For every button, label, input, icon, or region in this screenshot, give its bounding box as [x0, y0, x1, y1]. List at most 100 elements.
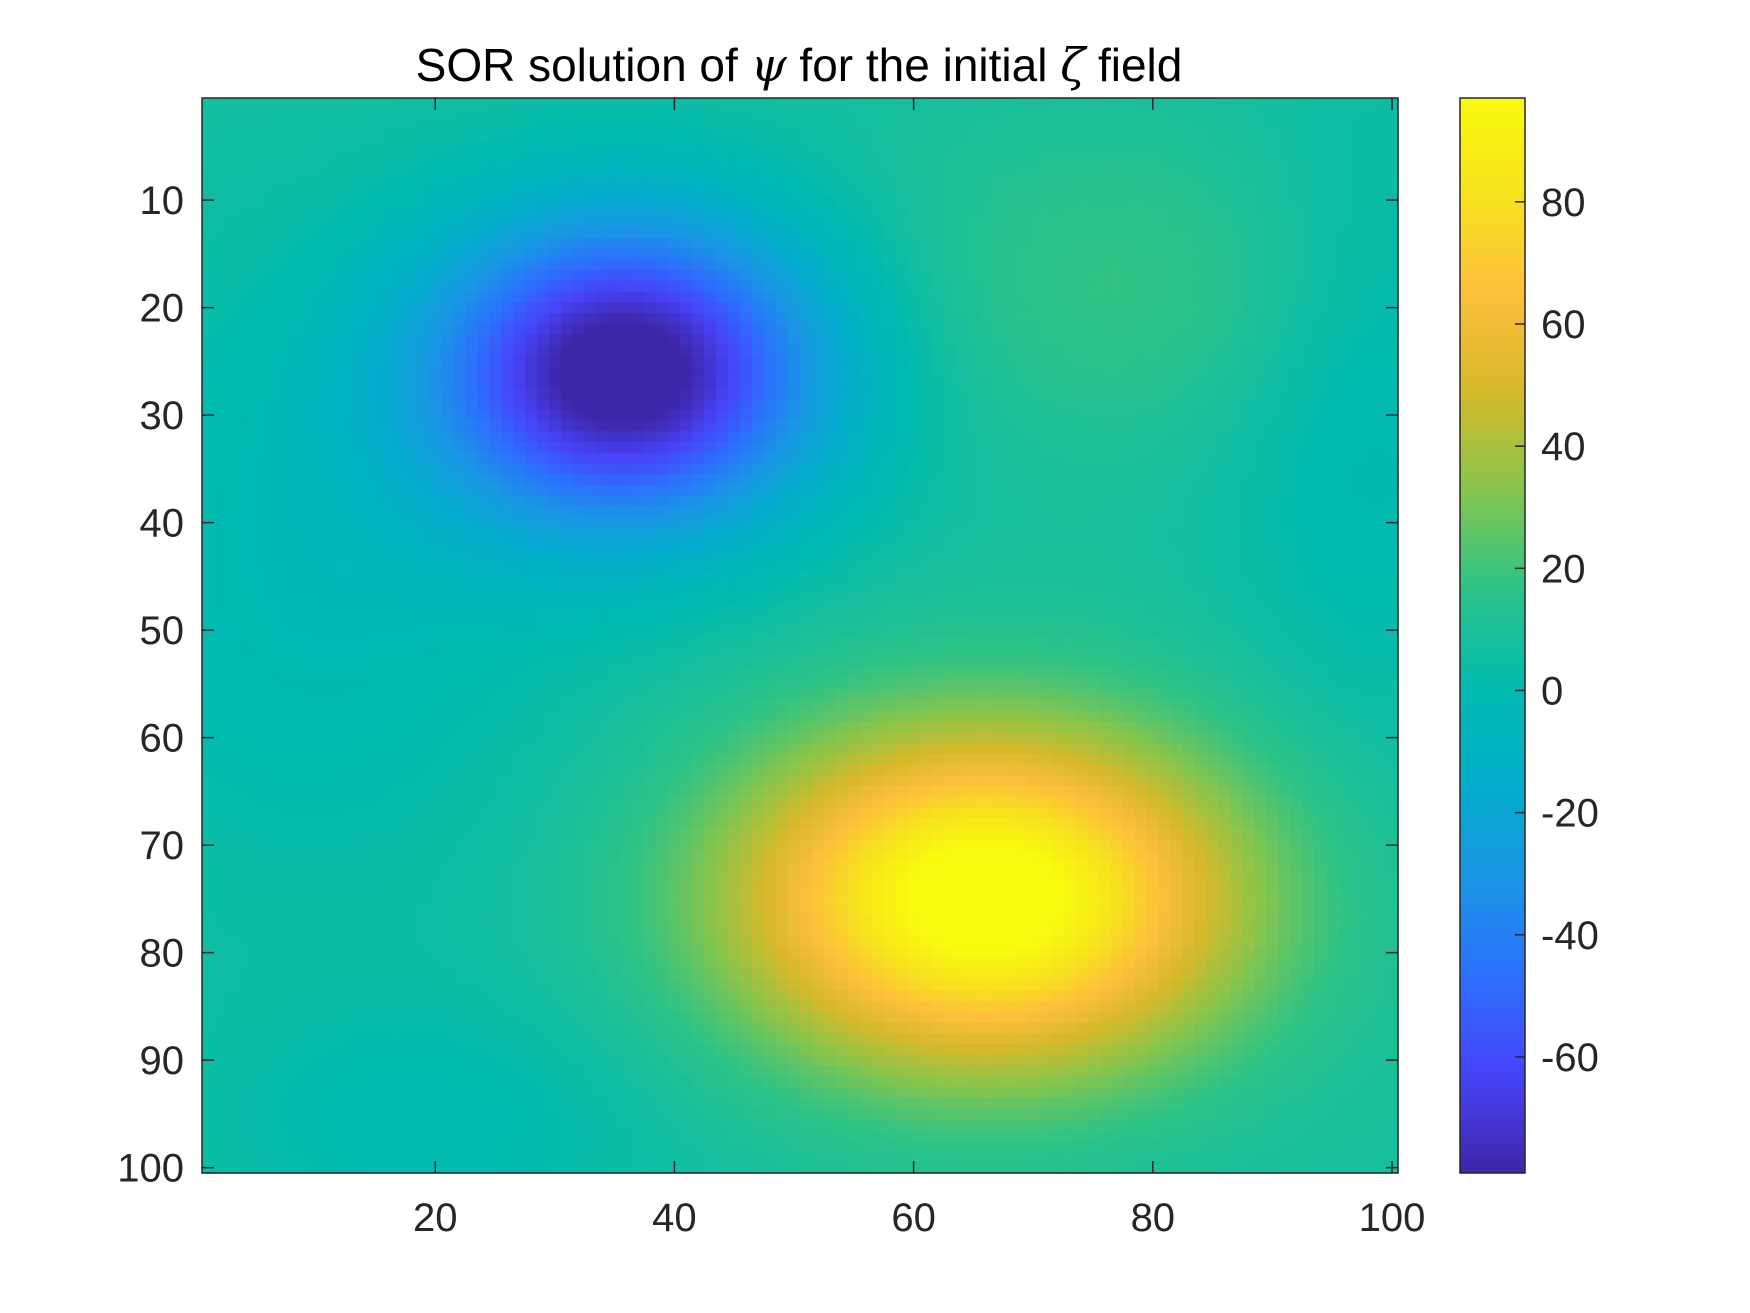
- heatmap-cell: [1290, 506, 1303, 518]
- heatmap-cell: [811, 194, 825, 207]
- heatmap-cell: [776, 463, 789, 475]
- heatmap-cell: [477, 538, 490, 551]
- heatmap-cell: [441, 463, 454, 475]
- heatmap-cell: [1350, 334, 1363, 346]
- heatmap-cell: [309, 130, 323, 142]
- heatmap-cell: [1326, 108, 1339, 121]
- heatmap-cell: [811, 356, 825, 368]
- heatmap-cell: [333, 259, 347, 271]
- heatmap-cell: [1146, 313, 1160, 325]
- heatmap-cell: [1290, 356, 1303, 368]
- heatmap-cell: [393, 119, 406, 131]
- heatmap-cell: [1278, 291, 1291, 303]
- heatmap-cell: [237, 98, 251, 110]
- heatmap-cell: [489, 592, 502, 604]
- heatmap-cell: [1146, 474, 1160, 486]
- heatmap-cell: [1039, 205, 1052, 217]
- heatmap-cell: [489, 538, 502, 551]
- heatmap-cell: [955, 173, 969, 185]
- heatmap-cell: [1326, 345, 1339, 357]
- heatmap-cell: [1051, 571, 1064, 583]
- heatmap-cell: [453, 549, 466, 561]
- heatmap-cell: [1051, 323, 1064, 336]
- heatmap-cell: [536, 614, 550, 626]
- heatmap-cell: [967, 237, 980, 250]
- heatmap-cell: [273, 194, 287, 207]
- heatmap-cell: [931, 270, 945, 282]
- heatmap-cell: [1051, 399, 1064, 411]
- heatmap-cell: [1290, 442, 1303, 454]
- heatmap-cell: [656, 216, 670, 228]
- heatmap-cell: [823, 259, 837, 271]
- heatmap-cell: [680, 463, 693, 475]
- heatmap-cell: [333, 194, 347, 207]
- heatmap-cell: [202, 173, 215, 185]
- heatmap-cell: [1087, 130, 1100, 142]
- heatmap-cell: [477, 420, 490, 432]
- heatmap-cell: [405, 581, 418, 594]
- heatmap-cell: [1314, 452, 1327, 465]
- heatmap-cell: [620, 571, 634, 583]
- heatmap-cell: [1015, 151, 1028, 164]
- heatmap-cell: [548, 248, 562, 260]
- heatmap-cell: [321, 108, 335, 121]
- heatmap-cell: [393, 334, 406, 346]
- heatmap-cell: [417, 485, 430, 497]
- heatmap-cell: [249, 173, 263, 185]
- heatmap-cell: [560, 399, 574, 411]
- heatmap-cell: [895, 237, 909, 250]
- heatmap-cell: [405, 399, 418, 411]
- heatmap-cell: [740, 517, 753, 529]
- heatmap-cell: [1290, 205, 1303, 217]
- heatmap-cell: [1242, 291, 1256, 303]
- heatmap-cell: [465, 108, 478, 121]
- heatmap-cell: [465, 463, 478, 475]
- heatmap-cell: [692, 216, 705, 228]
- heatmap-cell: [1302, 377, 1315, 389]
- heatmap-cell: [524, 592, 538, 604]
- heatmap-cell: [309, 388, 323, 400]
- heatmap-cell: [1374, 162, 1387, 174]
- heatmap-cell: [1122, 614, 1136, 626]
- heatmap-cell: [680, 377, 693, 389]
- heatmap-cell: [1146, 259, 1160, 271]
- heatmap-cell: [1110, 237, 1124, 250]
- heatmap-cell: [943, 237, 957, 250]
- heatmap-cell: [357, 205, 371, 217]
- heatmap-cell: [1302, 517, 1315, 529]
- heatmap-cell: [453, 506, 466, 518]
- heatmap-cell: [369, 624, 382, 637]
- heatmap-cell: [1110, 151, 1124, 164]
- heatmap-cell: [429, 237, 442, 250]
- heatmap-cell: [333, 431, 347, 443]
- heatmap-cell: [393, 377, 406, 389]
- heatmap-cell: [1242, 205, 1256, 217]
- heatmap-cell: [1122, 130, 1136, 142]
- heatmap-cell: [321, 549, 335, 561]
- heatmap-cell: [883, 162, 897, 174]
- heatmap-cell: [704, 485, 717, 497]
- heatmap-cell: [823, 517, 837, 529]
- heatmap-cell: [249, 280, 263, 293]
- heatmap-cell: [572, 463, 586, 475]
- heatmap-cell: [584, 216, 598, 228]
- heatmap-cell: [919, 581, 933, 594]
- heatmap-cell: [596, 313, 610, 325]
- heatmap-cell: [429, 442, 442, 454]
- heatmap-cell: [1194, 323, 1208, 336]
- heatmap-cell: [740, 603, 753, 615]
- heatmap-cell: [680, 313, 693, 325]
- heatmap-cell: [213, 334, 227, 346]
- heatmap-cell: [202, 495, 215, 508]
- heatmap-cell: [955, 485, 969, 497]
- heatmap-cell: [1314, 420, 1327, 432]
- heatmap-cell: [501, 431, 514, 443]
- heatmap-cell: [979, 528, 992, 540]
- heatmap-cell: [1110, 452, 1124, 465]
- heatmap-cell: [955, 356, 969, 368]
- heatmap-cell: [1218, 452, 1232, 465]
- heatmap-cell: [991, 216, 1004, 228]
- heatmap-cell: [680, 323, 693, 336]
- heatmap-cell: [309, 227, 323, 239]
- heatmap-cell: [644, 603, 658, 615]
